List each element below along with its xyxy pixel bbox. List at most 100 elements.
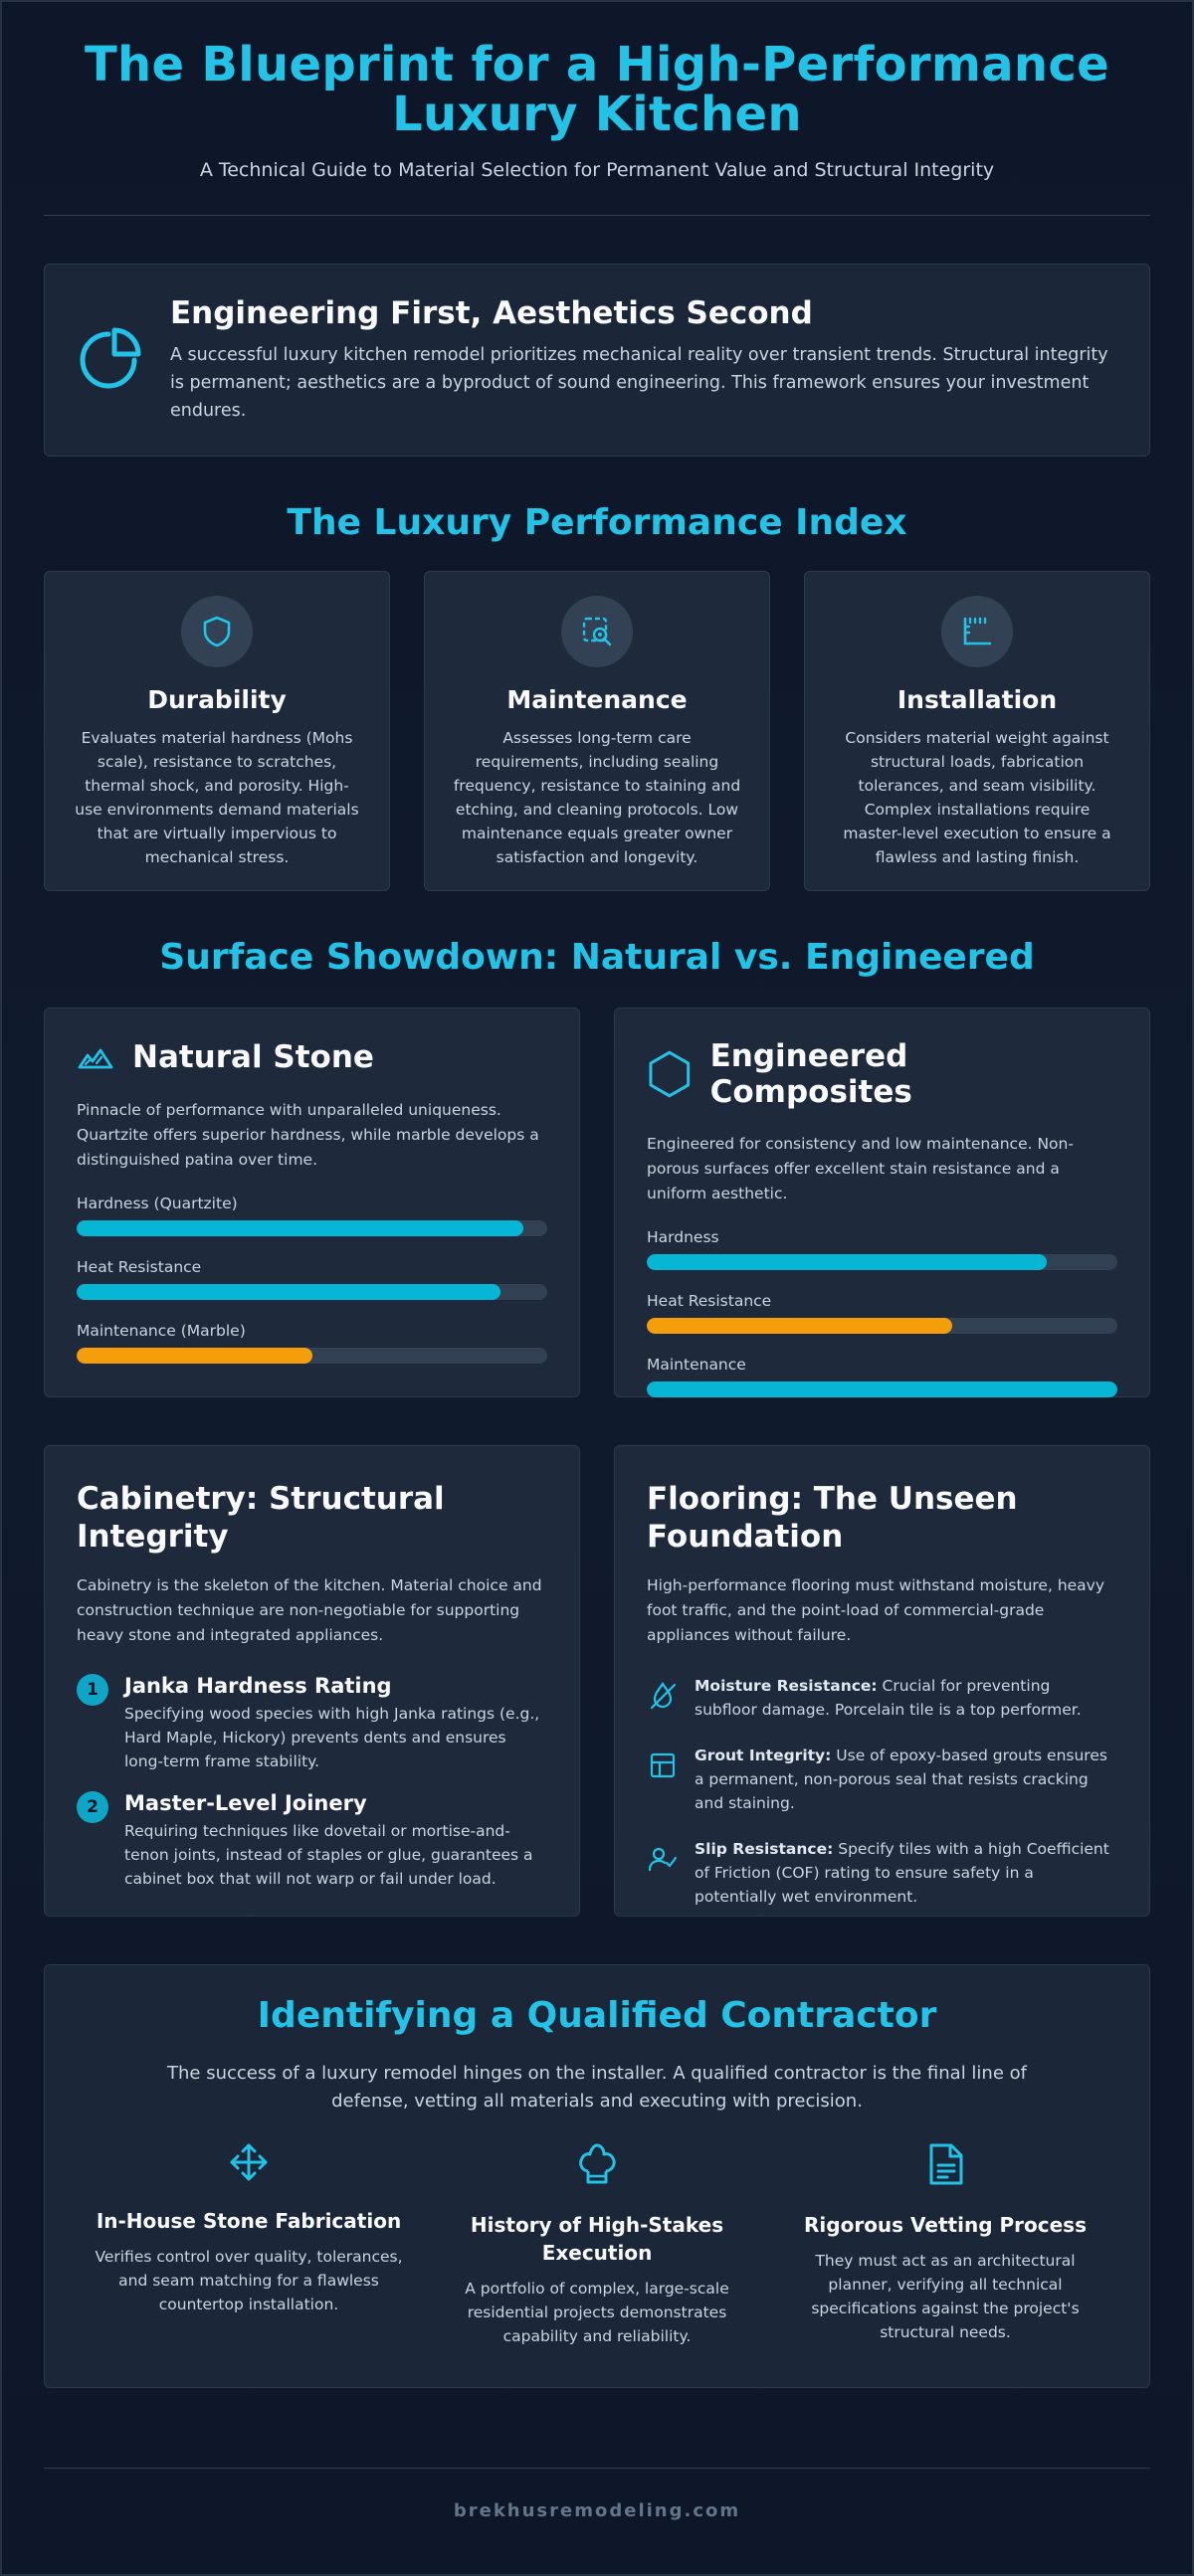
ruler-icon	[963, 617, 992, 645]
flooring-card: Flooring: The Unseen Foundation High-per…	[614, 1445, 1150, 1917]
rating-bar-fill	[647, 1318, 953, 1334]
rating-bar-fill	[77, 1348, 312, 1364]
cabinetry-text: Cabinetry is the skeleton of the kitchen…	[77, 1576, 542, 1644]
index-card-durability: Durability Evaluates material hardness (…	[44, 571, 390, 891]
surface-card-title: Engineered Composites	[709, 1038, 912, 1110]
rating-bar-label: Hardness	[647, 1228, 719, 1246]
flooring-item-text: Slip Resistance: Specify tiles with a hi…	[695, 1837, 1117, 1909]
flooring-item-text: Grout Integrity: Use of epoxy-based grou…	[695, 1744, 1117, 1815]
rating-bar: Hardness	[647, 1228, 1117, 1270]
rating-bar-label: Maintenance (Marble)	[77, 1322, 246, 1340]
numbered-item-content: Janka Hardness Rating Specifying wood sp…	[124, 1674, 547, 1773]
rating-bar-fill	[77, 1284, 500, 1300]
rating-bar: Hardness (Quartzite)	[77, 1195, 547, 1236]
criterion-title-line: History of High-Stakes	[470, 2213, 724, 2237]
surface-showdown-title: Surface Showdown: Natural vs. Engineered	[159, 937, 1035, 978]
flooring-text: High-performance flooring must withstand…	[647, 1576, 1105, 1644]
rating-bar-track	[77, 1348, 547, 1364]
rating-bar-track	[647, 1254, 1117, 1270]
numbered-item-title: Janka Hardness Rating	[124, 1674, 392, 1698]
numbered-item: 1 Janka Hardness Rating Specifying wood …	[77, 1674, 547, 1773]
criterion-title-line: In-House Stone Fabrication	[96, 2209, 402, 2233]
rating-bar-track	[77, 1220, 547, 1236]
rating-bar: Maintenance (Marble)	[77, 1322, 547, 1364]
contractor-criterion: History of High-Stakes Execution A portf…	[423, 2141, 771, 2348]
page-title: The Blueprint for a High-Performance Lux…	[2, 40, 1192, 139]
flooring-title-line-2: Foundation	[647, 1519, 844, 1555]
index-icon-wrap	[181, 596, 253, 667]
criterion-title-line: Execution	[541, 2241, 653, 2265]
intro-title: Engineering First, Aesthetics Second	[170, 295, 813, 331]
numbered-item-content: Master-Level Joinery Requiring technique…	[124, 1791, 547, 1891]
flooring-item-body: Use of epoxy-based grouts ensures a perm…	[695, 1747, 1107, 1812]
rating-bar: Maintenance	[647, 1356, 1117, 1397]
hexagon-icon	[649, 1050, 691, 1098]
rating-bar-label: Heat Resistance	[647, 1292, 772, 1310]
droplet-off-icon	[650, 1682, 677, 1710]
criterion-title: In-House Stone Fabrication	[89, 2207, 409, 2235]
criterion-text: Verifies control over quality, tolerance…	[95, 2248, 403, 2313]
cabinetry-title: Cabinetry: Structural Integrity	[77, 1480, 547, 1556]
number-badge: 1	[77, 1674, 108, 1706]
flooring-item: Slip Resistance: Specify tiles with a hi…	[647, 1837, 1117, 1909]
rating-bar-fill	[77, 1220, 524, 1236]
rating-bar-track	[647, 1318, 1117, 1334]
surface-card-text: Pinnacle of performance with unparallele…	[77, 1101, 539, 1169]
intro-card: Engineering First, Aesthetics Second A s…	[44, 264, 1150, 457]
numbered-item-text: Specifying wood species with high Janka …	[124, 1705, 540, 1770]
natural-stone-card: Natural Stone Pinnacle of performance wi…	[44, 1008, 580, 1397]
flooring-title: Flooring: The Unseen Foundation	[647, 1480, 1117, 1556]
chef-hat-icon	[579, 2143, 616, 2184]
index-card-text: Assesses long-term care requirements, in…	[453, 729, 741, 866]
rating-bar-fill	[647, 1254, 1048, 1270]
rating-bar-track	[647, 1381, 1117, 1397]
contractor-title: Identifying a Qualified Contractor	[257, 1995, 937, 2036]
header-divider	[44, 215, 1150, 216]
page-subtitle: A Technical Guide to Material Selection …	[199, 159, 995, 181]
rating-bar-label: Heat Resistance	[77, 1258, 202, 1276]
cabinetry-card: Cabinetry: Structural Integrity Cabinetr…	[44, 1445, 580, 1917]
page-title-line-1: The Blueprint for a High-Performance	[84, 37, 1109, 92]
footer-link[interactable]: brekhusremodeling.com	[453, 2500, 741, 2521]
flooring-item-label: Moisture Resistance:	[695, 1677, 878, 1695]
surface-card-text: Engineered for consistency and low maint…	[647, 1135, 1074, 1202]
flooring-item-label: Grout Integrity:	[695, 1747, 832, 1764]
rating-bar: Heat Resistance	[77, 1258, 547, 1300]
index-card-text: Considers material weight against struct…	[843, 729, 1111, 866]
criterion-title-line: Rigorous Vetting Process	[804, 2213, 1087, 2237]
document-icon	[929, 2143, 963, 2185]
rating-bar: Heat Resistance	[647, 1292, 1117, 1334]
numbered-item: 2 Master-Level Joinery Requiring techniq…	[77, 1791, 547, 1891]
number-badge: 2	[77, 1791, 108, 1823]
engineered-composites-card: Engineered Composites Engineered for con…	[614, 1008, 1150, 1397]
criterion-title: History of High-Stakes Execution	[437, 2211, 757, 2267]
flooring-item: Grout Integrity: Use of epoxy-based grou…	[647, 1744, 1117, 1815]
index-icon-wrap	[561, 596, 633, 667]
contractor-criteria: In-House Stone Fabrication Verifies cont…	[75, 2141, 1119, 2348]
index-card-maintenance: Maintenance Assesses long-term care requ…	[424, 571, 770, 891]
pie-chart-icon	[80, 327, 141, 389]
index-card-title: Installation	[896, 685, 1058, 714]
index-card-title: Durability	[147, 685, 287, 714]
contractor-text: The success of a luxury remodel hinges o…	[167, 2063, 1027, 2112]
shield-icon	[203, 616, 231, 647]
performance-index-cards: Durability Evaluates material hardness (…	[44, 571, 1150, 891]
rating-bar-track	[77, 1284, 547, 1300]
flooring-item-label: Slip Resistance:	[695, 1840, 834, 1858]
maintenance-gear-icon	[582, 617, 612, 646]
flooring-item-body: Specify tiles with a high Coefficient of…	[695, 1840, 1109, 1906]
performance-index-title: The Luxury Performance Index	[287, 502, 907, 543]
index-card-installation: Installation Considers material weight a…	[804, 571, 1150, 891]
move-arrows-icon	[230, 2143, 268, 2181]
rating-bar-label: Maintenance	[647, 1356, 746, 1374]
rating-bar-label: Hardness (Quartzite)	[77, 1195, 238, 1212]
index-card-title: Maintenance	[506, 685, 688, 714]
cabinetry-title-line-1: Cabinetry: Structural	[77, 1481, 445, 1517]
mountain-icon	[78, 1048, 113, 1069]
flooring-item-body: Crucial for preventing subfloor damage. …	[695, 1677, 1082, 1719]
numbered-item-title: Master-Level Joinery	[124, 1791, 367, 1815]
grid-icon	[650, 1752, 676, 1778]
index-icon-wrap	[941, 596, 1013, 667]
criterion-text: A portfolio of complex, large-scale resi…	[465, 2280, 729, 2345]
